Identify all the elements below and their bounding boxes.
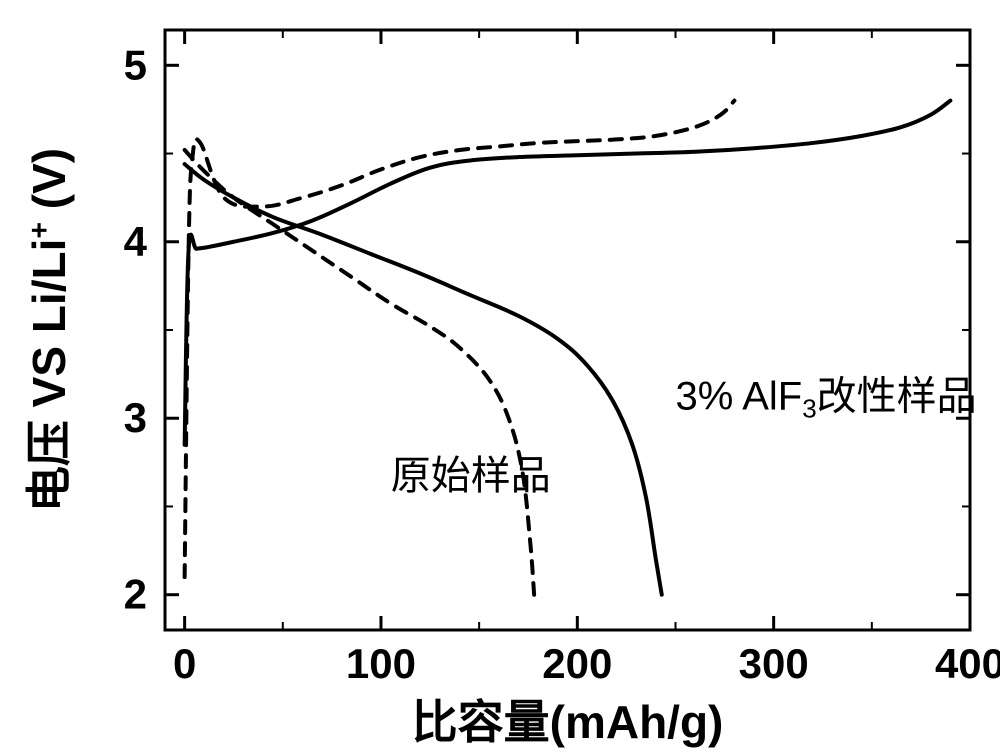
chart-svg: 0 100 200 300 400 2 3 4 5 比容量(mAh/g) 电压 VS Li/Li+ … <box>0 0 1000 753</box>
annotation-label: 原始样品 <box>391 454 551 498</box>
ytick-label: 3 <box>124 394 147 441</box>
yaxis-title: 电压 VS Li/Li+ (V) <box>23 148 75 512</box>
chart-container: 0 100 200 300 400 2 3 4 5 比容量(mAh/g) 电压 VS Li/Li+ … <box>0 0 1000 753</box>
ytick-label: 5 <box>124 41 147 88</box>
xaxis-title: 比容量(mAh/g) <box>412 696 724 748</box>
ytick-label: 4 <box>124 218 148 265</box>
series-line <box>185 150 534 595</box>
annotation-label: 3% AlF3改性样品 <box>675 374 976 423</box>
xtick-label: 0 <box>173 640 196 687</box>
xtick-label: 300 <box>739 640 809 687</box>
ytick-label: 2 <box>124 571 147 618</box>
xtick-label: 100 <box>346 640 416 687</box>
plot-border <box>165 30 970 630</box>
xtick-label: 400 <box>935 640 1000 687</box>
xtick-label: 200 <box>542 640 612 687</box>
series-line <box>185 101 735 577</box>
series-line <box>185 164 662 595</box>
